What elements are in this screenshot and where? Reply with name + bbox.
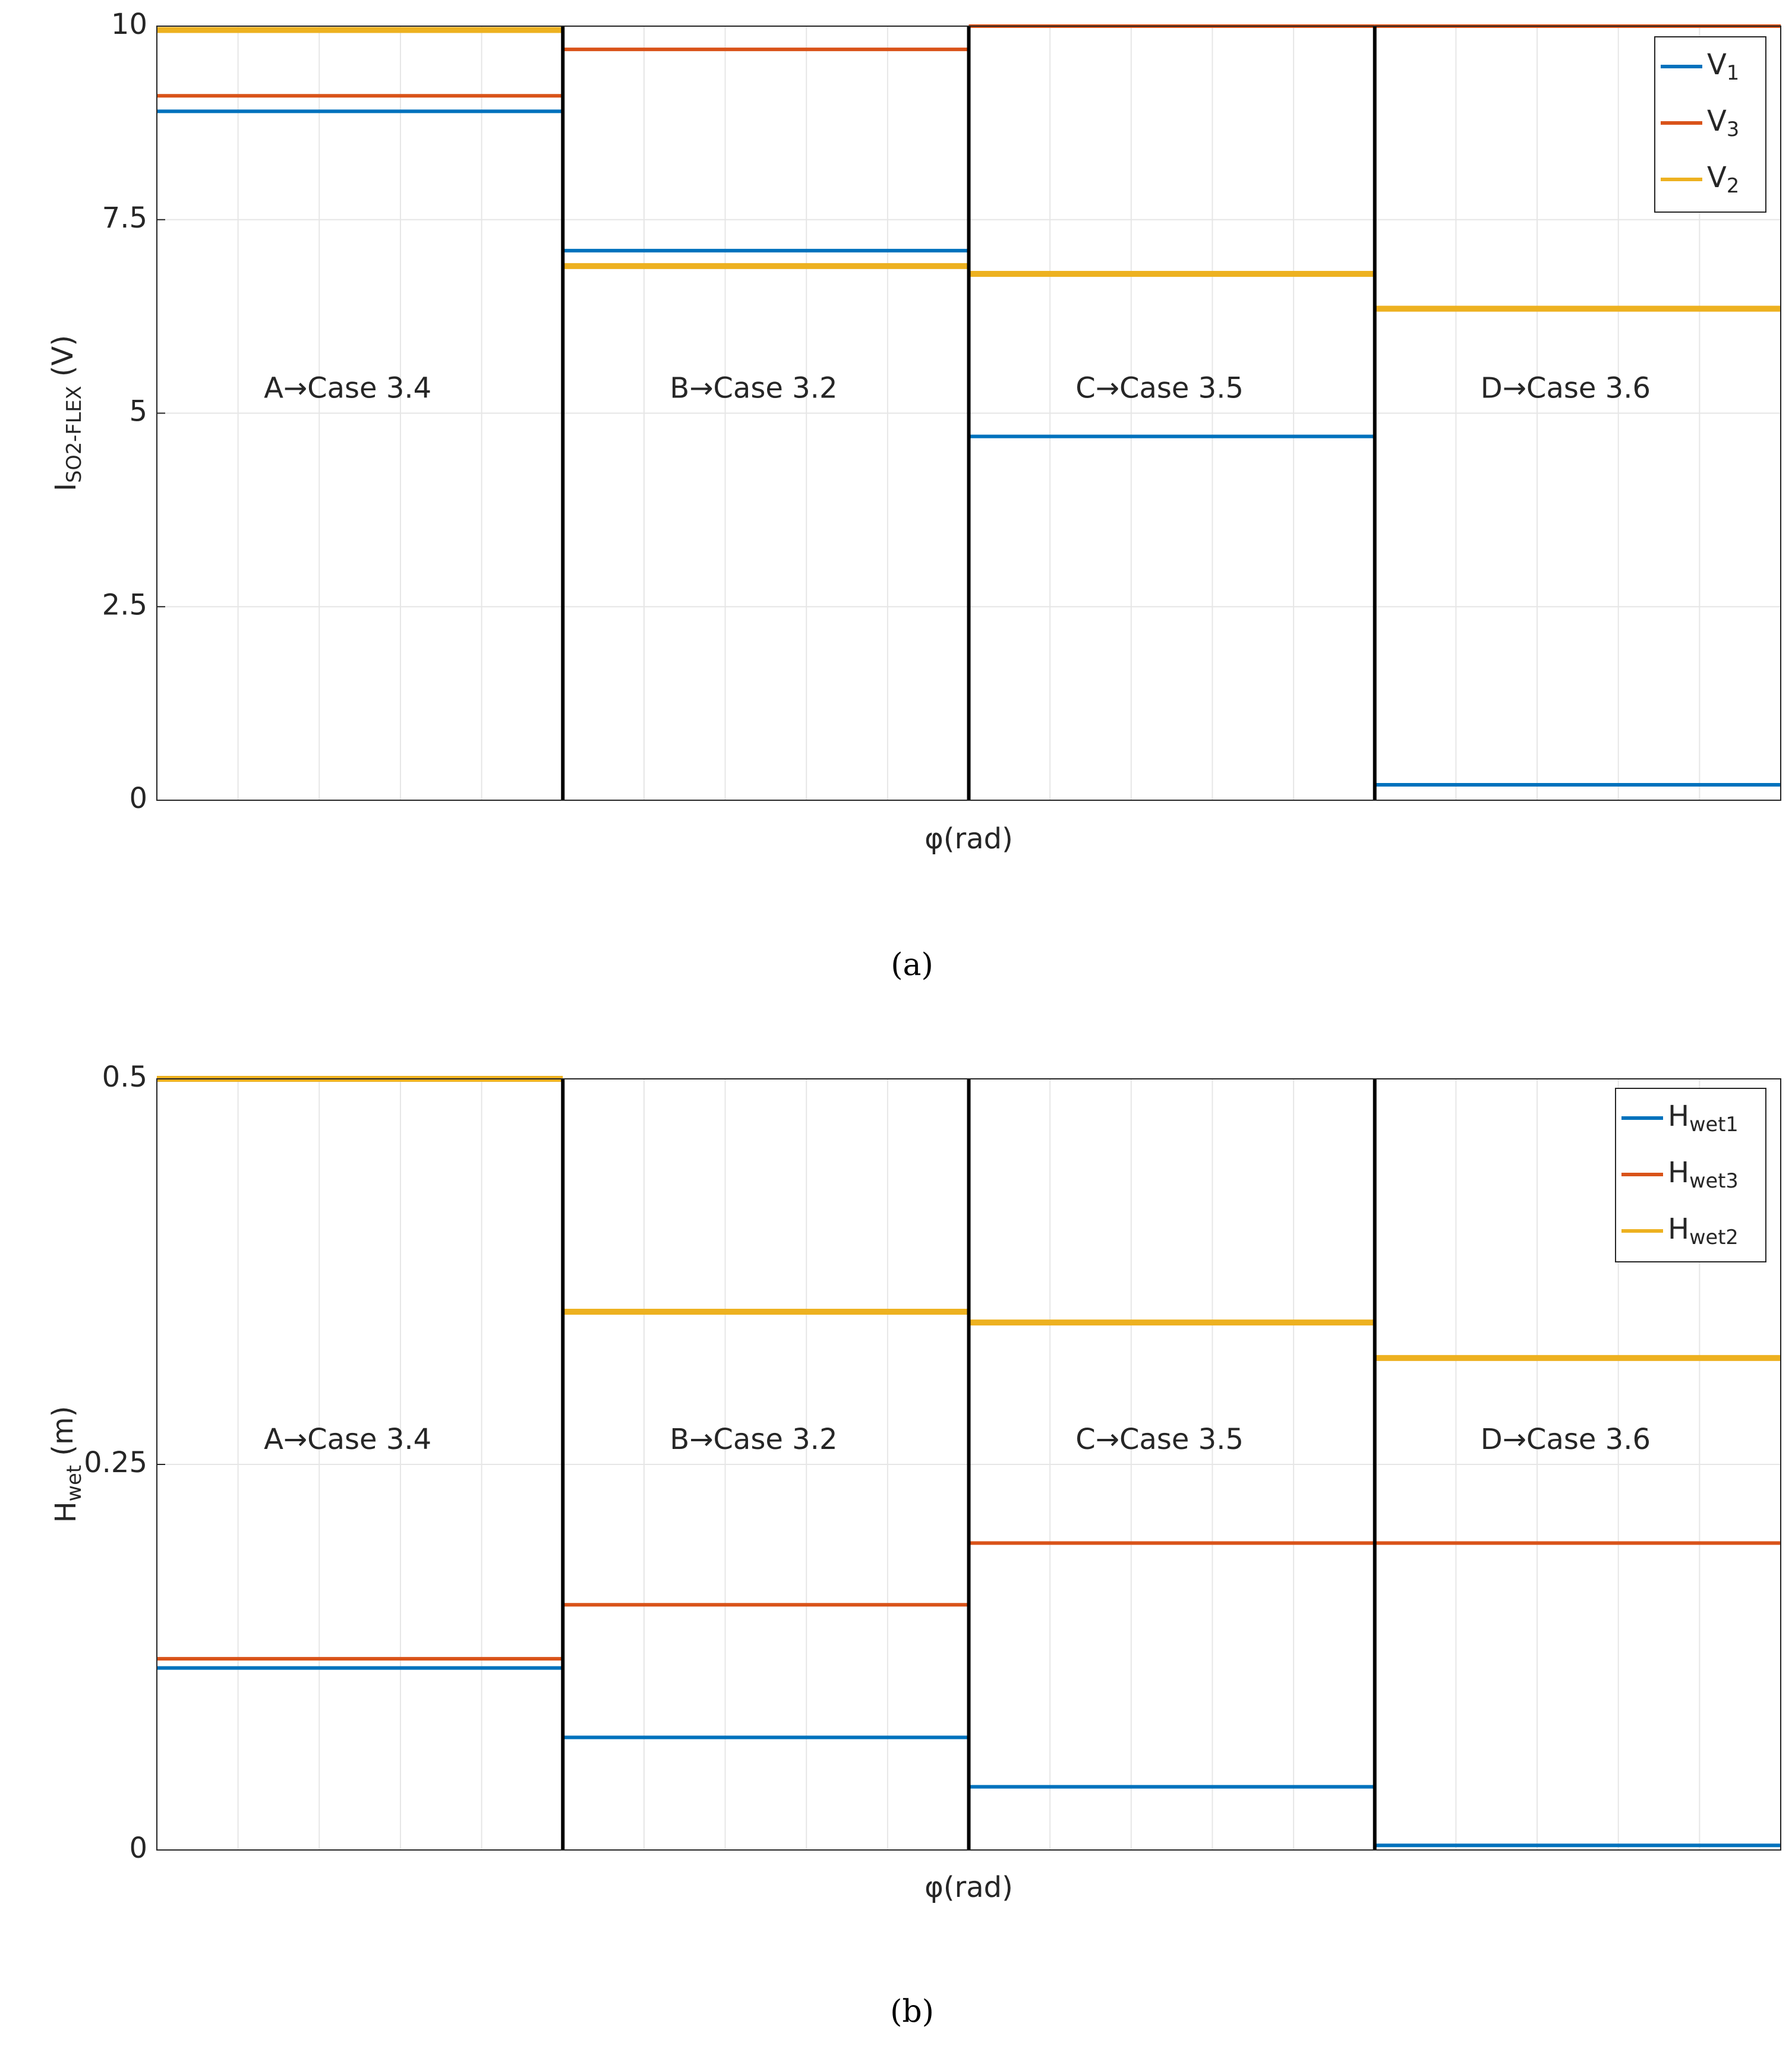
y-tick-label: 0 xyxy=(129,782,147,815)
legend-label: Hwet3 xyxy=(1668,1156,1739,1192)
segment-label: C→Case 3.5 xyxy=(1075,371,1244,405)
x-axis-label: φ(rad) xyxy=(925,822,1013,855)
y-tick-label: 2.5 xyxy=(102,588,147,621)
segment-label: C→Case 3.5 xyxy=(1075,1423,1244,1456)
y-tick-label: 5 xyxy=(129,395,147,428)
y-tick-label: 0.25 xyxy=(84,1446,147,1479)
segment-label: A→Case 3.4 xyxy=(264,371,431,405)
y-tick-label: 0.5 xyxy=(102,1060,147,1094)
caption: (a) xyxy=(891,948,933,983)
segment-label: B→Case 3.2 xyxy=(670,371,837,405)
segment-label: A→Case 3.4 xyxy=(264,1423,431,1456)
axes-box xyxy=(156,1078,1781,1851)
segment-label: B→Case 3.2 xyxy=(670,1423,837,1456)
segment-label: D→Case 3.6 xyxy=(1481,1423,1651,1456)
y-axis-label: Hwet (m) xyxy=(46,1406,85,1523)
legend-label: Hwet1 xyxy=(1668,1100,1739,1135)
legend-label: V1 xyxy=(1707,48,1739,84)
y-tick-label: 10 xyxy=(111,8,147,41)
legend-label: V3 xyxy=(1707,105,1739,140)
y-axis-label: ISO2-FLEX (V) xyxy=(46,335,85,491)
legend-label: V2 xyxy=(1707,161,1739,197)
axes-box xyxy=(156,26,1781,801)
y-tick-label: 0 xyxy=(129,1832,147,1865)
x-axis-label: φ(rad) xyxy=(925,1871,1013,1904)
legend-label: Hwet2 xyxy=(1668,1213,1739,1248)
caption: (b) xyxy=(890,1994,934,2030)
segment-label: D→Case 3.6 xyxy=(1481,371,1651,405)
y-tick-label: 7.5 xyxy=(102,201,147,235)
